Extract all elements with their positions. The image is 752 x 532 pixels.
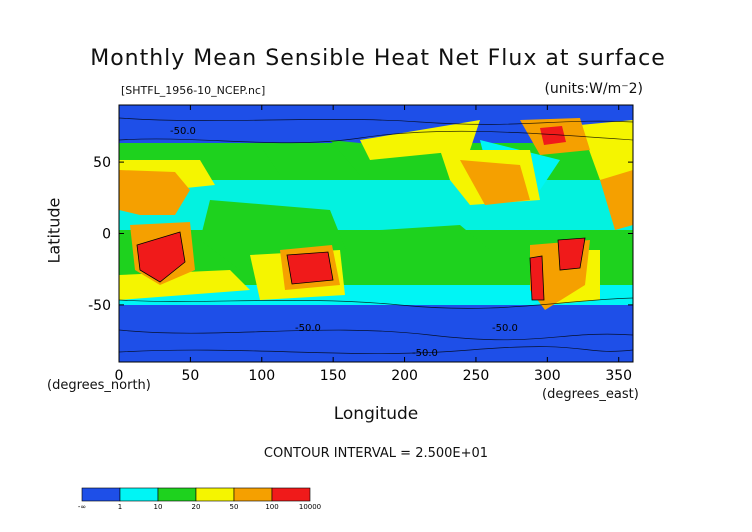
x-tick-label: 200 <box>391 368 418 384</box>
legend-swatch <box>233 487 273 502</box>
legend-label: 50 <box>230 503 239 511</box>
contour-label: -50.0 <box>170 126 196 137</box>
contour-label: -50.0 <box>295 323 321 334</box>
chart-title: Monthly Mean Sensible Heat Net Flux at s… <box>90 46 666 71</box>
legend-swatch <box>157 487 197 502</box>
x-tick-label: 100 <box>248 368 275 384</box>
heatmap-field <box>119 105 633 362</box>
legend-swatch <box>119 487 159 502</box>
x-tick-label: 0 <box>115 368 124 384</box>
legend-label: 10 <box>154 503 163 511</box>
legend-label: 20 <box>192 503 201 511</box>
x-axis: 0 50 100 150 200 250 300 350 <box>115 105 632 384</box>
legend-swatch <box>81 487 121 502</box>
y-axis-unit: (degrees_north) <box>47 378 151 393</box>
x-tick-label: 150 <box>320 368 347 384</box>
legend-swatch <box>195 487 235 502</box>
source-file-label: [SHTFL_1956-10_NCEP.nc] <box>121 84 266 97</box>
y-axis-label: Latitude <box>44 197 64 264</box>
x-tick-label: 250 <box>463 368 490 384</box>
legend-label: 10000 <box>299 503 321 511</box>
y-tick-label: -50 <box>88 298 111 314</box>
legend-label: -∞ <box>78 503 86 511</box>
x-axis-unit: (degrees_east) <box>542 387 639 402</box>
units-label: (units:W/m⁻2) <box>544 81 643 97</box>
legend-label: 100 <box>265 503 278 511</box>
legend-label: 1 <box>118 503 122 511</box>
color-legend: -∞ 1 10 20 50 100 10000 <box>78 487 321 511</box>
x-axis-label: Longitude <box>333 404 419 424</box>
x-tick-label: 50 <box>181 368 199 384</box>
x-tick-label: 350 <box>605 368 632 384</box>
contour-label: -50.0 <box>492 323 518 334</box>
y-axis: 50 0 -50 <box>88 155 633 314</box>
y-tick-label: 0 <box>102 227 111 243</box>
contour-interval: CONTOUR INTERVAL = 2.500E+01 <box>263 446 489 461</box>
x-tick-label: 300 <box>534 368 561 384</box>
y-tick-label: 50 <box>93 155 111 171</box>
contour-label: -50.0 <box>412 348 438 359</box>
legend-swatch <box>271 487 311 502</box>
